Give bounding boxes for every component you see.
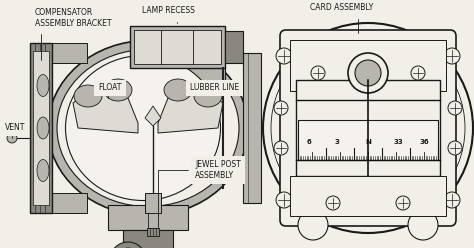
Circle shape — [448, 141, 462, 155]
Bar — [130, 26, 225, 68]
Bar — [33, 51, 49, 205]
Circle shape — [411, 66, 425, 80]
Text: 6: 6 — [307, 139, 311, 145]
Text: LAMP RECESS: LAMP RECESS — [142, 6, 194, 23]
Text: 3: 3 — [335, 139, 340, 145]
Ellipse shape — [37, 117, 49, 139]
Circle shape — [276, 48, 292, 64]
Text: CARD ASSEMBLY: CARD ASSEMBLY — [310, 3, 373, 33]
Text: FLOAT: FLOAT — [98, 84, 122, 98]
Bar — [108, 205, 188, 230]
Circle shape — [408, 210, 438, 240]
Text: LUBBER LINE: LUBBER LINE — [190, 84, 239, 93]
Text: 36: 36 — [419, 139, 429, 145]
Bar — [123, 230, 173, 248]
Circle shape — [274, 141, 288, 155]
Bar — [290, 176, 446, 216]
Circle shape — [396, 196, 410, 210]
Ellipse shape — [57, 50, 239, 207]
Bar — [145, 193, 161, 213]
Ellipse shape — [37, 159, 49, 182]
Bar — [52, 193, 87, 213]
Bar — [30, 43, 52, 213]
Bar — [243, 53, 261, 203]
Ellipse shape — [48, 40, 248, 216]
Text: N: N — [365, 139, 371, 145]
Bar — [290, 40, 446, 91]
Circle shape — [110, 242, 146, 248]
Circle shape — [271, 31, 465, 225]
Text: COMPENSATOR
ASSEMBLY BRACKET: COMPENSATOR ASSEMBLY BRACKET — [35, 8, 111, 60]
Ellipse shape — [194, 85, 222, 107]
Ellipse shape — [164, 79, 192, 101]
Circle shape — [348, 53, 388, 93]
Bar — [296, 80, 440, 176]
Circle shape — [444, 48, 460, 64]
Ellipse shape — [65, 56, 220, 200]
Text: JEWEL POST
ASSEMBLY: JEWEL POST ASSEMBLY — [158, 160, 241, 215]
Circle shape — [311, 66, 325, 80]
Circle shape — [298, 210, 328, 240]
Text: 33: 33 — [394, 139, 404, 145]
Circle shape — [444, 192, 460, 208]
Ellipse shape — [37, 74, 49, 96]
Bar — [298, 120, 438, 160]
Bar — [52, 43, 87, 63]
Text: VENT: VENT — [5, 124, 26, 138]
Polygon shape — [73, 88, 138, 133]
Circle shape — [276, 192, 292, 208]
Circle shape — [7, 133, 17, 143]
Bar — [148, 213, 158, 228]
Circle shape — [355, 60, 381, 86]
Circle shape — [326, 196, 340, 210]
Ellipse shape — [74, 85, 102, 107]
Ellipse shape — [104, 79, 132, 101]
Polygon shape — [158, 88, 223, 133]
Bar — [145, 68, 225, 93]
Bar — [147, 228, 159, 236]
FancyBboxPatch shape — [280, 30, 456, 226]
Polygon shape — [145, 106, 161, 126]
Bar — [134, 30, 221, 64]
Circle shape — [274, 101, 288, 115]
Bar — [225, 31, 243, 63]
Circle shape — [448, 101, 462, 115]
Circle shape — [263, 23, 473, 233]
